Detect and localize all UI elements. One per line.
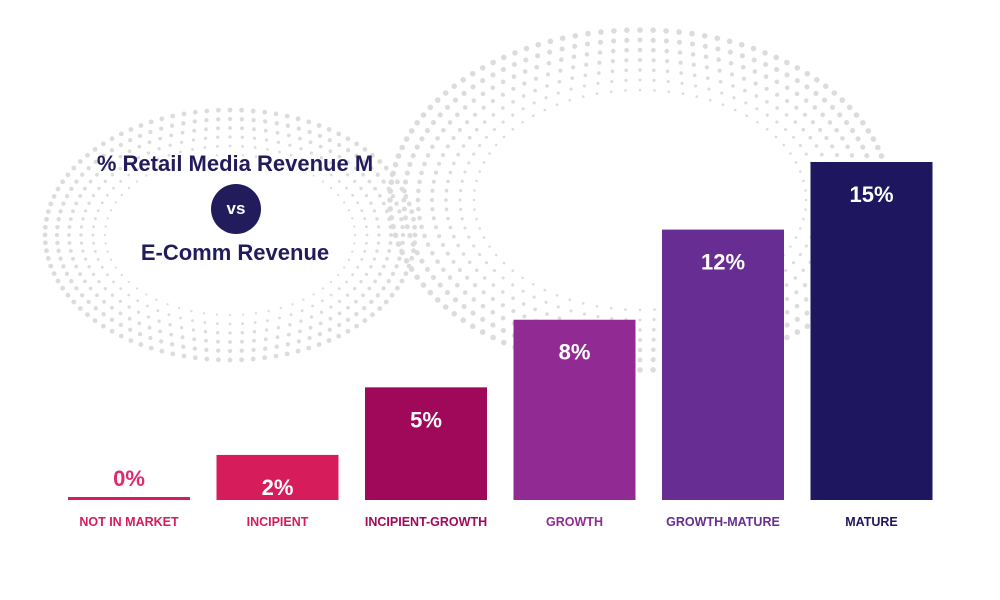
- category-label: MATURE: [845, 515, 898, 529]
- bar-not-in-market: [68, 497, 190, 500]
- value-label: 12%: [701, 250, 745, 275]
- value-label: 0%: [113, 466, 145, 491]
- category-label: INCIPIENT-GROWTH: [365, 515, 487, 529]
- chart-title-line-1: % Retail Media Revenue M: [96, 151, 374, 176]
- bar-growth: [513, 319, 636, 500]
- value-label: 2%: [262, 475, 294, 500]
- category-label: GROWTH-MATURE: [666, 515, 780, 529]
- category-label: GROWTH: [546, 515, 603, 529]
- vs-badge: vs: [211, 184, 261, 234]
- bar-incipient: [216, 454, 339, 500]
- bar-mature: [810, 162, 933, 500]
- value-label: 5%: [410, 407, 442, 432]
- value-label: 15%: [849, 182, 893, 207]
- bar-incipient-growth: [365, 387, 487, 500]
- category-label: NOT IN MARKET: [79, 515, 179, 529]
- bar-growth-mature: [662, 229, 784, 500]
- category-label: INCIPIENT: [247, 515, 309, 529]
- value-label: 8%: [559, 340, 591, 365]
- chart-title-line-2: E-Comm Revenue: [140, 240, 330, 265]
